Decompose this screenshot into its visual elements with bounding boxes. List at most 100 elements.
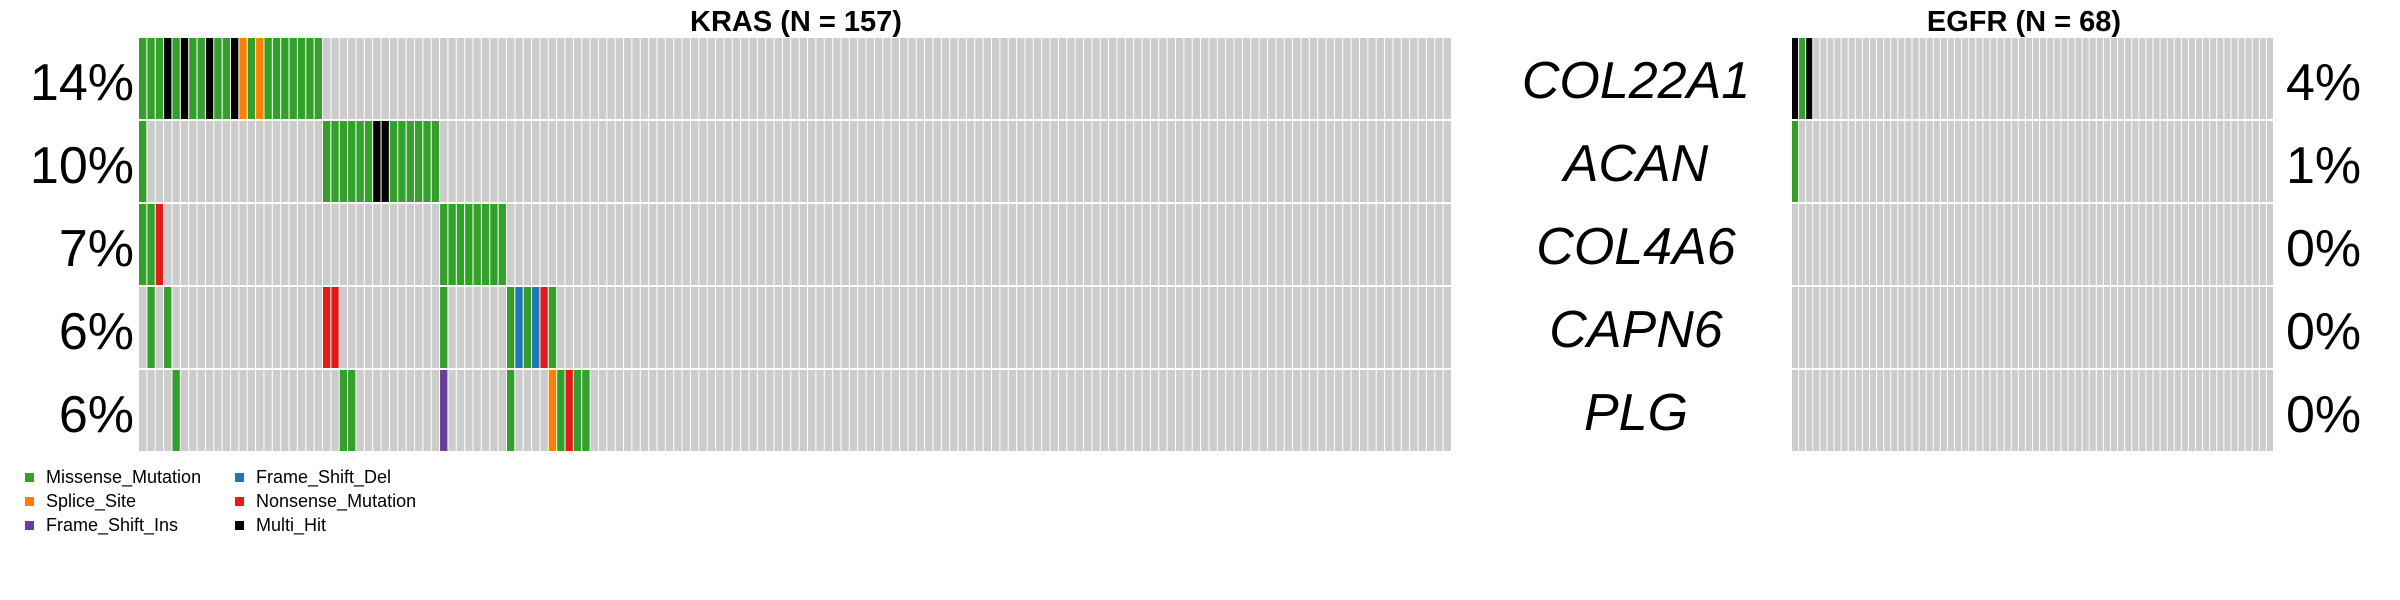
gene-label-capn6: CAPN6 — [1549, 301, 1722, 359]
empty-cell — [1360, 287, 1368, 368]
empty-cell — [473, 287, 481, 368]
mutation-cell-missense-mutation — [414, 121, 423, 202]
empty-cell — [440, 38, 448, 119]
empty-cell — [1092, 370, 1100, 451]
empty-cell — [2146, 38, 2153, 119]
empty-cell — [2181, 287, 2188, 368]
empty-cell — [1884, 204, 1891, 285]
empty-cell — [674, 121, 682, 202]
empty-cell — [866, 370, 874, 451]
empty-cell — [2040, 38, 2047, 119]
empty-cell — [1926, 370, 1933, 451]
empty-cell — [891, 287, 900, 368]
empty-cell — [2033, 370, 2040, 451]
empty-cell — [900, 370, 908, 451]
empty-cell — [582, 287, 590, 368]
empty-cell — [808, 370, 816, 451]
empty-cell — [1125, 38, 1134, 119]
empty-cell — [1025, 121, 1033, 202]
empty-cell — [1184, 287, 1192, 368]
empty-cell — [782, 38, 791, 119]
mutation-cell-missense-mutation — [264, 38, 272, 119]
empty-cell — [866, 204, 874, 285]
kras-pct-col22a1: 14% — [30, 54, 134, 112]
empty-cell — [1025, 287, 1033, 368]
empty-cell — [1301, 38, 1309, 119]
empty-cell — [1259, 38, 1268, 119]
empty-cell — [164, 204, 172, 285]
empty-cell — [1869, 38, 1877, 119]
empty-cell — [1142, 287, 1150, 368]
empty-cell — [1084, 287, 1092, 368]
empty-cell — [866, 287, 874, 368]
empty-cell — [649, 370, 657, 451]
empty-cell — [1192, 204, 1201, 285]
empty-cell — [230, 204, 239, 285]
empty-cell — [1962, 204, 1969, 285]
empty-cell — [1443, 204, 1451, 285]
empty-cell — [2259, 121, 2266, 202]
empty-cell — [2004, 204, 2011, 285]
mutation-cell-missense-mutation — [557, 370, 565, 451]
empty-cell — [1976, 370, 1983, 451]
empty-cell — [1301, 121, 1309, 202]
empty-cell — [649, 287, 657, 368]
mutation-cell-splice-site — [239, 38, 247, 119]
empty-cell — [891, 370, 900, 451]
empty-cell — [933, 121, 941, 202]
empty-cell — [1933, 287, 1940, 368]
mutation-cell-missense-mutation — [297, 38, 306, 119]
empty-cell — [1343, 287, 1351, 368]
empty-cell — [1284, 287, 1293, 368]
empty-cell — [2146, 370, 2153, 451]
empty-cell — [1792, 370, 1799, 451]
empty-cell — [699, 370, 707, 451]
empty-cell — [590, 204, 598, 285]
empty-cell — [674, 204, 682, 285]
legend-label-frame-shift-ins: Frame_Shift_Ins — [46, 515, 179, 535]
empty-cell — [757, 121, 766, 202]
empty-cell — [214, 287, 222, 368]
empty-cell — [205, 370, 214, 451]
empty-cell — [808, 121, 816, 202]
empty-cell — [2018, 121, 2025, 202]
mutation-cell-missense-mutation — [306, 38, 314, 119]
empty-cell — [1309, 370, 1318, 451]
empty-cell — [933, 287, 941, 368]
empty-cell — [1990, 121, 1997, 202]
empty-cell — [833, 287, 841, 368]
empty-cell — [657, 38, 665, 119]
empty-cell — [1000, 38, 1008, 119]
empty-cell — [1084, 370, 1092, 451]
empty-cell — [1109, 204, 1117, 285]
empty-cell — [2266, 370, 2273, 451]
empty-cell — [1268, 287, 1276, 368]
empty-cell — [1050, 370, 1058, 451]
empty-cell — [172, 204, 180, 285]
empty-cell — [1393, 121, 1401, 202]
empty-cell — [2075, 204, 2082, 285]
empty-cell — [1109, 38, 1117, 119]
empty-cell — [799, 204, 808, 285]
empty-cell — [1806, 287, 1813, 368]
empty-cell — [757, 287, 766, 368]
empty-cell — [849, 287, 858, 368]
empty-cell — [414, 38, 423, 119]
empty-cell — [1351, 204, 1359, 285]
empty-cell — [1919, 287, 1926, 368]
empty-cell — [406, 38, 414, 119]
empty-cell — [908, 38, 916, 119]
empty-cell — [2210, 121, 2217, 202]
empty-cell — [1226, 121, 1234, 202]
empty-cell — [1376, 121, 1385, 202]
empty-cell — [632, 38, 640, 119]
empty-cell — [782, 370, 791, 451]
mutation-cell-missense-mutation — [481, 204, 490, 285]
empty-cell — [916, 204, 925, 285]
empty-cell — [164, 370, 172, 451]
mutation-cell-missense-mutation — [164, 287, 172, 368]
empty-cell — [1919, 38, 1926, 119]
empty-cell — [1813, 38, 1820, 119]
empty-cell — [2210, 204, 2217, 285]
empty-cell — [1242, 38, 1251, 119]
